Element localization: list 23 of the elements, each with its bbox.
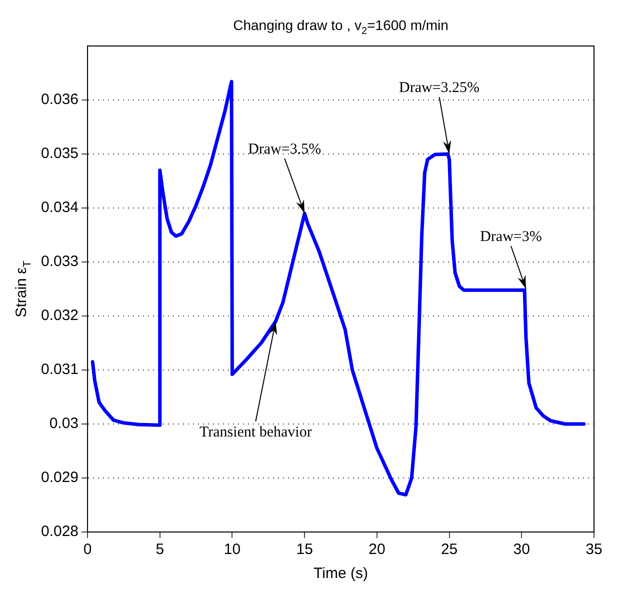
x-tick-label: 35 bbox=[586, 541, 602, 558]
x-tick-label: 10 bbox=[224, 541, 241, 558]
annotation: Transient behavior bbox=[199, 424, 312, 440]
y-tick-label: 0.033 bbox=[40, 253, 79, 270]
x-tick-label: 25 bbox=[440, 541, 458, 558]
x-tick-label: 5 bbox=[156, 541, 164, 558]
y-tick-label: 0.034 bbox=[40, 199, 79, 216]
y-tick-label: 0.028 bbox=[40, 523, 79, 540]
x-tick-label: 0 bbox=[83, 541, 92, 558]
x-tick-label: 30 bbox=[513, 541, 530, 558]
y-tick-label: 0.029 bbox=[40, 469, 79, 486]
x-tick-label: 15 bbox=[296, 541, 313, 558]
y-tick-label: 0.03 bbox=[49, 415, 79, 432]
annotation: Draw=3% bbox=[480, 229, 542, 245]
y-tick-label: 0.036 bbox=[40, 91, 79, 108]
y-tick-label: 0.032 bbox=[40, 307, 79, 324]
x-axis-title: Time (s) bbox=[314, 565, 368, 582]
annotation: Draw=3.5% bbox=[248, 141, 322, 158]
x-tick-label: 20 bbox=[368, 541, 386, 558]
y-tick-label: 0.031 bbox=[40, 361, 79, 378]
annotation: Draw=3.25% bbox=[399, 80, 480, 96]
y-axis-title: Strain εT bbox=[13, 260, 34, 318]
y-tick-label: 0.035 bbox=[40, 145, 79, 162]
